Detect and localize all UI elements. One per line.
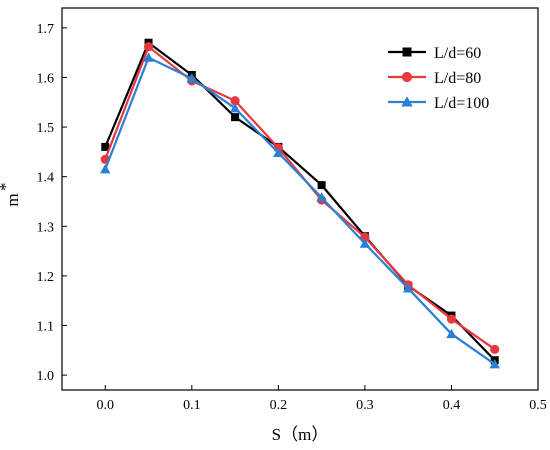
- y-tick-label: 1.1: [37, 320, 55, 335]
- legend-marker: [402, 47, 412, 57]
- legend-entry: L/d=80: [388, 70, 481, 87]
- x-tick-label: 0.1: [183, 398, 201, 413]
- axis-ticks: 0.0 0.1 0.2 0.3 0.4 0.5 1.0 1.1 1.2 1.3 1.4 1.5 1.6 1…: [37, 22, 547, 413]
- y-tick-label: 1.7: [37, 22, 55, 37]
- series-L/d=60: [101, 38, 499, 365]
- legend-marker: [401, 71, 413, 83]
- data-point: [229, 103, 241, 113]
- data-point: [446, 328, 457, 339]
- data-point: [490, 344, 500, 354]
- data-point: [101, 142, 110, 151]
- data-point: [231, 113, 240, 122]
- legend-label: L/d=80: [434, 70, 481, 87]
- legend: L/d=60 L/d=80 L/d=100: [388, 45, 489, 112]
- data-point: [143, 42, 154, 52]
- data-point: [100, 164, 111, 174]
- y-tick-label: 1.4: [37, 171, 55, 186]
- series-line: [104, 41, 496, 361]
- y-axis-title: m: [3, 193, 22, 206]
- x-tick-label: 0.0: [97, 398, 115, 413]
- x-tick-label: 0.5: [529, 398, 547, 413]
- data-point: [186, 73, 198, 83]
- y-axis-title-superscript: *: [0, 183, 15, 192]
- x-axis-title: S（m）: [272, 425, 329, 444]
- y-tick-label: 1.2: [37, 270, 55, 285]
- plot-frame: [61, 7, 539, 391]
- legend-entry: L/d=100: [388, 95, 489, 112]
- y-tick-label: 1.3: [37, 220, 55, 235]
- y-tick-label: 1.6: [37, 71, 55, 86]
- legend-marker: [401, 96, 413, 107]
- legend-label: L/d=100: [434, 95, 489, 112]
- data-point: [402, 283, 414, 293]
- data-point: [316, 192, 327, 202]
- y-tick-label: 1.0: [37, 369, 55, 384]
- data-point: [359, 238, 371, 248]
- legend-label: L/d=60: [434, 45, 481, 62]
- data-point: [489, 359, 500, 369]
- x-tick-label: 0.2: [270, 398, 288, 413]
- data-point: [143, 52, 154, 62]
- series-line: [104, 56, 496, 366]
- y-axis-title-group: m *: [0, 183, 22, 207]
- y-tick-label: 1.5: [37, 121, 55, 136]
- x-tick-label: 0.3: [356, 398, 374, 413]
- series-L/d=100: [100, 52, 500, 369]
- data-point: [446, 314, 457, 324]
- x-tick-label: 0.4: [443, 398, 461, 413]
- data-point: [230, 96, 240, 106]
- legend-entry: L/d=60: [388, 45, 481, 62]
- series-layer: [100, 38, 500, 369]
- data-point: [273, 147, 284, 158]
- data-point: [317, 181, 326, 190]
- data-point: [360, 232, 370, 242]
